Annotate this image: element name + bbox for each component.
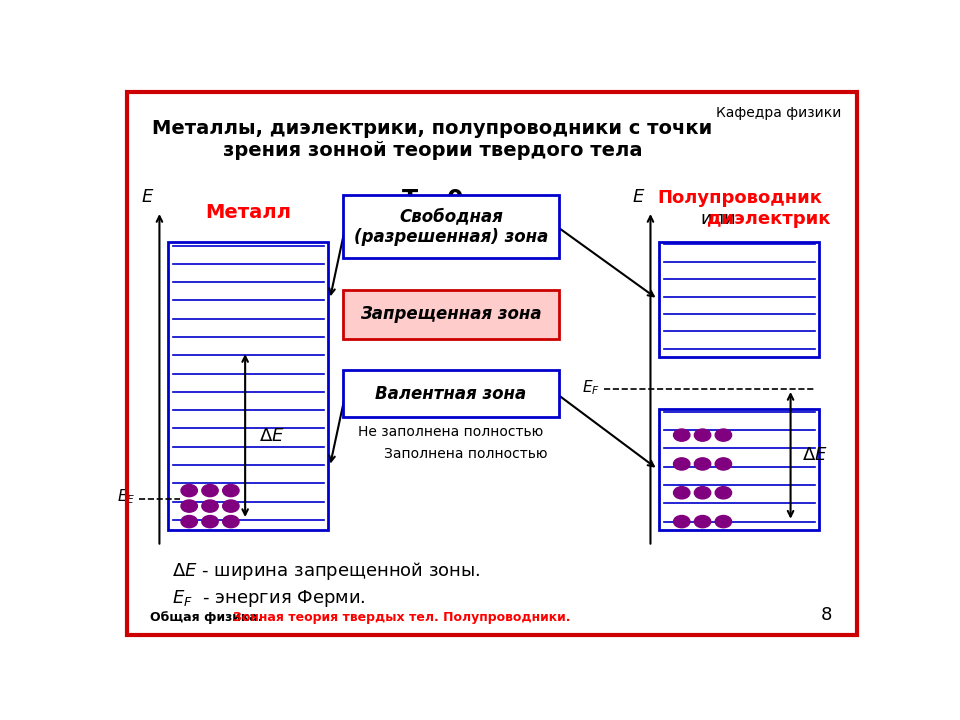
Circle shape — [181, 485, 198, 497]
Text: Полупроводник: Полупроводник — [657, 189, 822, 207]
Circle shape — [674, 458, 690, 470]
Text: $E_E$: $E_E$ — [116, 487, 134, 506]
Circle shape — [181, 516, 198, 528]
Text: 8: 8 — [821, 606, 832, 624]
Text: Валентная зона: Валентная зона — [375, 384, 527, 402]
Text: $\Delta E$: $\Delta E$ — [802, 446, 828, 464]
Circle shape — [674, 516, 690, 528]
FancyBboxPatch shape — [344, 370, 559, 418]
Circle shape — [694, 487, 710, 499]
Text: Не заполнена полностью: Не заполнена полностью — [358, 425, 543, 438]
FancyBboxPatch shape — [344, 194, 559, 258]
Text: Зонная теория твердых тел. Полупроводники.: Зонная теория твердых тел. Полупроводник… — [233, 611, 570, 624]
Circle shape — [202, 516, 218, 528]
Text: $E$: $E$ — [141, 188, 155, 206]
Bar — [168, 242, 328, 530]
Text: Общая физика.: Общая физика. — [150, 611, 267, 624]
Text: $E_F$: $E_F$ — [582, 379, 600, 397]
Text: $\mathbf{T = 0}$: $\mathbf{T = 0}$ — [401, 188, 464, 212]
Circle shape — [715, 429, 732, 441]
Text: диэлектрик: диэлектрик — [708, 210, 830, 228]
Circle shape — [715, 516, 732, 528]
Circle shape — [202, 485, 218, 497]
Circle shape — [181, 500, 198, 512]
Text: Металл: Металл — [205, 203, 291, 222]
Text: Кафедра физики: Кафедра физики — [716, 106, 842, 120]
Circle shape — [694, 458, 710, 470]
Text: $E$: $E$ — [632, 188, 645, 206]
Text: $\Delta E$ - ширина запрещенной зоны.: $\Delta E$ - ширина запрещенной зоны. — [172, 560, 481, 582]
Text: $\Delta E$: $\Delta E$ — [258, 426, 284, 444]
Bar — [660, 242, 819, 357]
Circle shape — [223, 516, 239, 528]
Circle shape — [674, 487, 690, 499]
Text: Металлы, диэлектрики, полупроводники с точки
зрения зонной теории твердого тела: Металлы, диэлектрики, полупроводники с т… — [153, 119, 712, 160]
Circle shape — [694, 516, 710, 528]
Circle shape — [715, 458, 732, 470]
Text: $E_F$  - энергия Ферми.: $E_F$ - энергия Ферми. — [172, 588, 366, 609]
Text: Свободная
(разрешенная) зона: Свободная (разрешенная) зона — [354, 207, 548, 246]
Circle shape — [715, 487, 732, 499]
Circle shape — [202, 500, 218, 512]
FancyBboxPatch shape — [344, 290, 559, 338]
Circle shape — [223, 500, 239, 512]
Circle shape — [223, 485, 239, 497]
Circle shape — [694, 429, 710, 441]
Bar — [660, 409, 819, 530]
Text: Запрещенная зона: Запрещенная зона — [360, 305, 541, 323]
Text: или: или — [701, 210, 741, 228]
Text: Заполнена полностью: Заполнена полностью — [384, 446, 548, 461]
Circle shape — [674, 429, 690, 441]
